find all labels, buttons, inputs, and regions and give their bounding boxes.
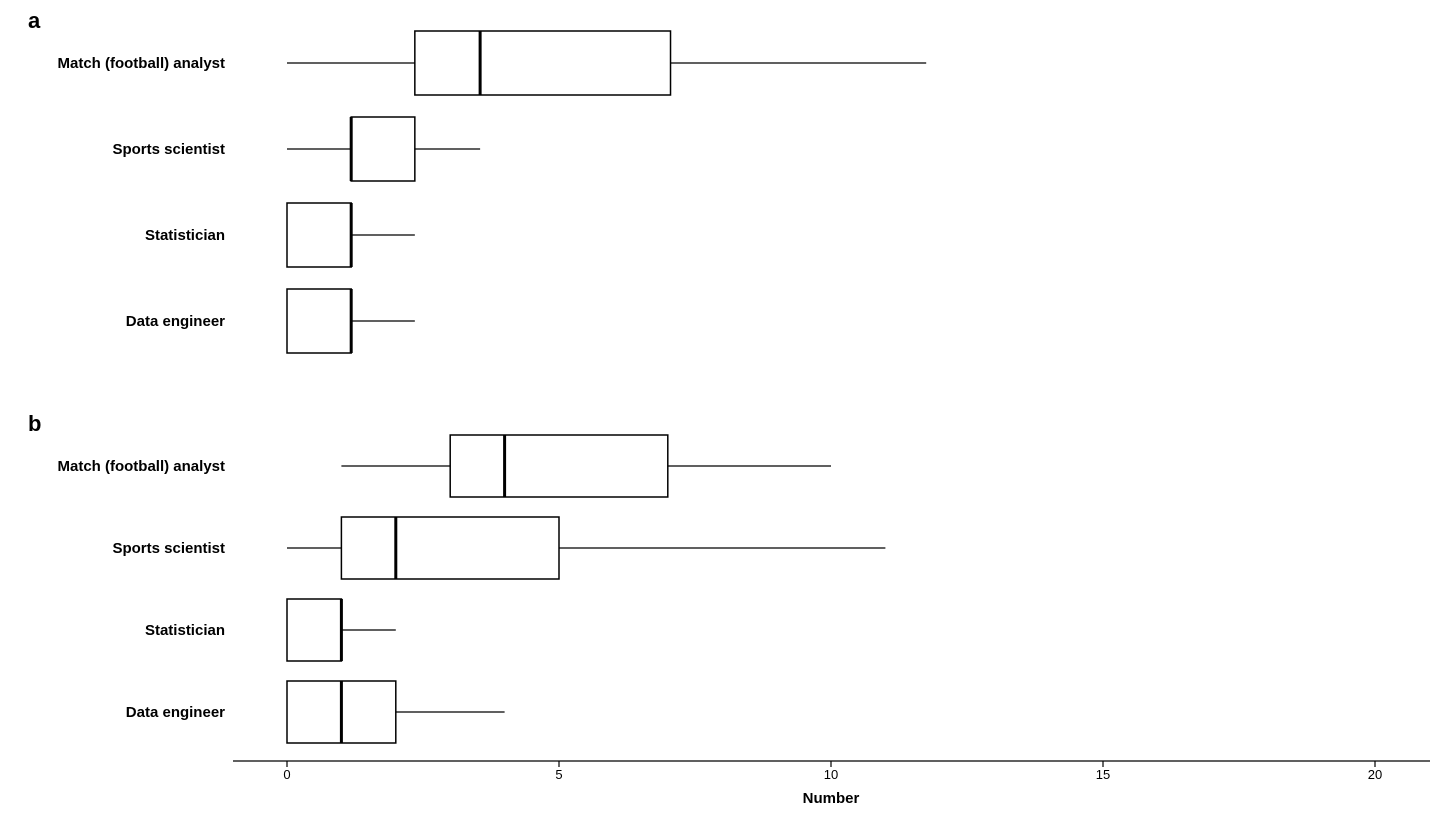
category-label: Match (football) analyst bbox=[57, 55, 225, 72]
category-label: Data engineer bbox=[126, 313, 225, 330]
box-group: Data engineer bbox=[126, 288, 415, 354]
iqr-box bbox=[449, 434, 669, 498]
panel-label-a: a bbox=[28, 8, 41, 33]
box-group: Match (football) analyst bbox=[57, 434, 831, 498]
iqr-box bbox=[414, 30, 672, 96]
panel-b: b Match (football) analyst Sports scientis… bbox=[28, 411, 886, 744]
iqr-box bbox=[286, 202, 352, 268]
category-label: Sports scientist bbox=[112, 540, 225, 557]
iqr-box bbox=[350, 116, 416, 182]
box-group: Sports scientist bbox=[112, 516, 886, 580]
x-ticks: 0 5 10 15 20 bbox=[283, 761, 1382, 782]
panel-a: a Match (football) analyst Sports scientis… bbox=[28, 8, 927, 354]
x-tick-label: 15 bbox=[1096, 767, 1110, 782]
box-group: Data engineer bbox=[126, 680, 505, 744]
x-tick-label: 0 bbox=[283, 767, 290, 782]
box-group: Match (football) analyst bbox=[57, 30, 927, 96]
x-axis: 0 5 10 15 20 Number bbox=[233, 760, 1430, 807]
category-label: Sports scientist bbox=[112, 141, 225, 158]
iqr-box bbox=[286, 598, 343, 662]
category-label: Match (football) analyst bbox=[57, 458, 225, 475]
category-label: Statistician bbox=[145, 622, 225, 639]
x-tick-label: 10 bbox=[824, 767, 838, 782]
box-group: Statistician bbox=[145, 598, 396, 662]
x-tick-label: 5 bbox=[555, 767, 562, 782]
iqr-box bbox=[286, 288, 352, 354]
x-tick-label: 20 bbox=[1368, 767, 1382, 782]
box-group: Statistician bbox=[145, 202, 415, 268]
x-axis-title: Number bbox=[803, 790, 860, 807]
panel-label-b: b bbox=[28, 411, 41, 436]
category-label: Data engineer bbox=[126, 704, 225, 721]
box-group: Sports scientist bbox=[112, 116, 481, 182]
category-label: Statistician bbox=[145, 227, 225, 244]
iqr-box bbox=[340, 516, 560, 580]
